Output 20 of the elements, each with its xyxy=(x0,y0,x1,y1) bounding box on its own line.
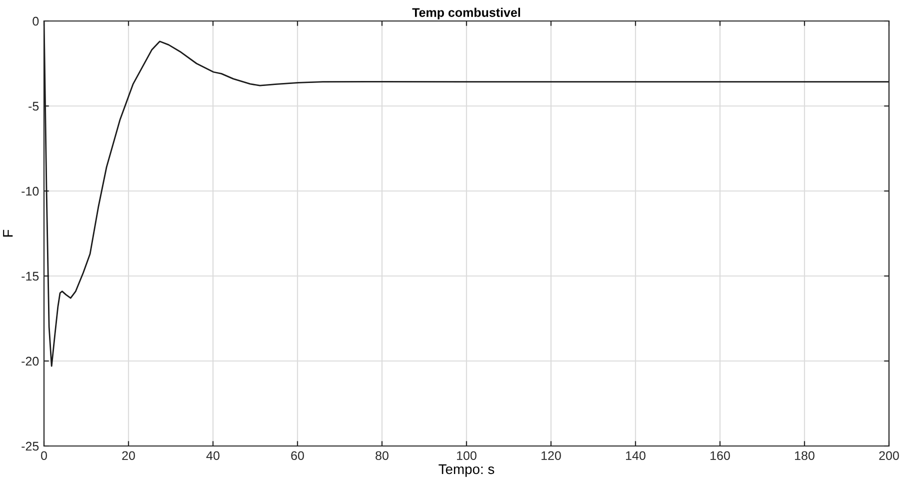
y-tick-label: -10 xyxy=(22,186,39,196)
x-tick-label: 120 xyxy=(542,451,561,460)
x-tick-label: 20 xyxy=(122,451,135,460)
chart-title: Temp combustivel xyxy=(412,8,520,20)
x-tick-label: 40 xyxy=(206,451,220,460)
x-tick-label: 180 xyxy=(795,451,814,460)
y-tick-label: -5 xyxy=(28,102,39,111)
x-axis-title: Tempo: s xyxy=(438,464,494,477)
x-tick-label: 60 xyxy=(291,451,304,460)
y-tick-label: 0 xyxy=(32,16,39,26)
y-tick-label: -25 xyxy=(22,442,39,451)
y-axis-title: F xyxy=(3,230,13,237)
x-tick-label: 200 xyxy=(879,451,899,460)
x-tick-label: 140 xyxy=(626,451,646,460)
y-tick-label: -20 xyxy=(22,356,39,366)
x-tick-label: 80 xyxy=(376,451,388,460)
x-tick-label: 0 xyxy=(41,451,47,460)
x-tick-label: 100 xyxy=(457,451,476,460)
x-tick-label: 160 xyxy=(710,451,730,460)
y-tick-label: -15 xyxy=(22,272,39,281)
